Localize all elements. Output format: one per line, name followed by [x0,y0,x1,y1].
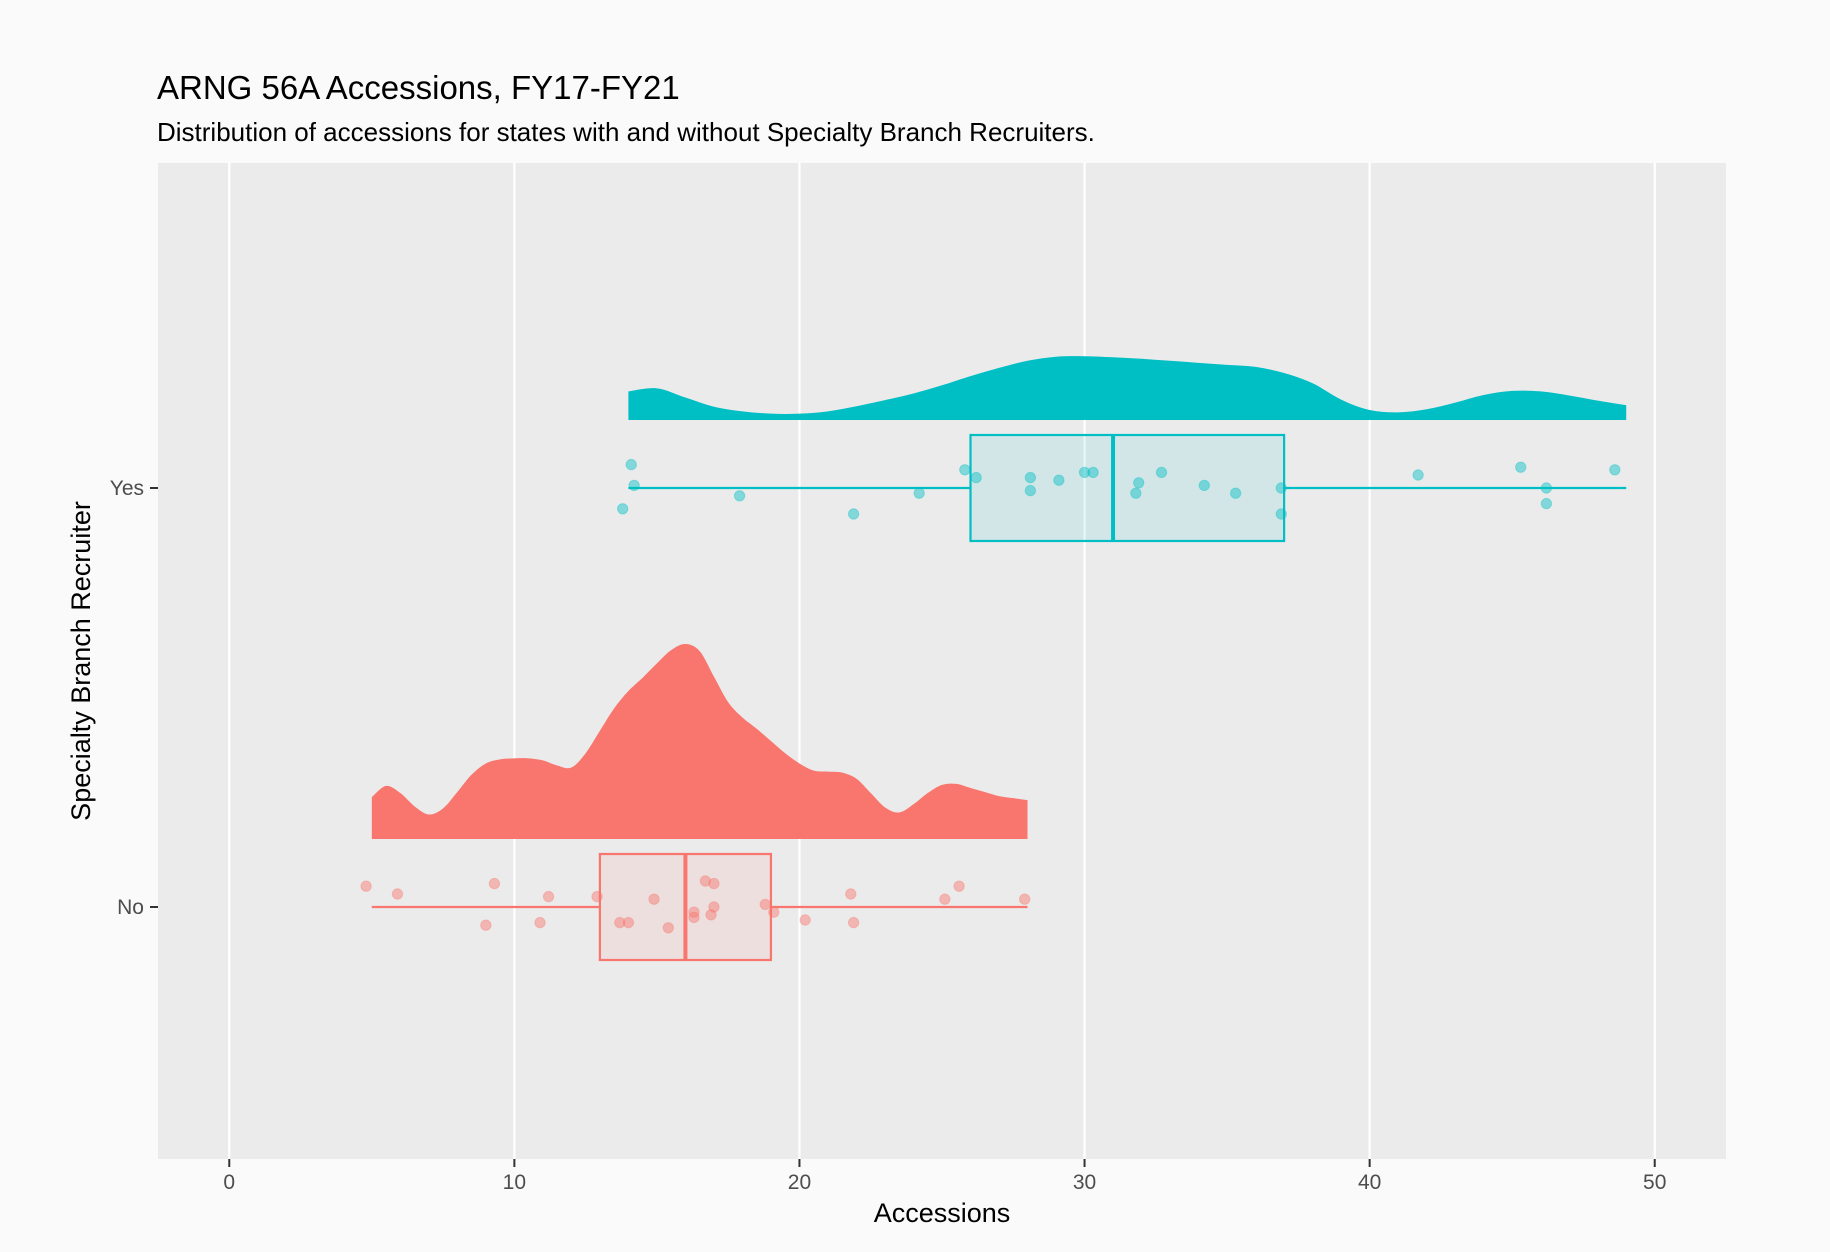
y-axis: Yes No [110,477,158,919]
x-tick-label-0: 0 [223,1171,235,1194]
data-point [1275,482,1287,494]
data-point [1609,464,1621,476]
data-point [953,880,965,892]
x-axis: 0 10 20 30 40 50 [223,1159,1666,1194]
density-cloud-yes [628,356,1627,420]
data-point [1130,487,1142,499]
plot-panel [158,163,1726,1159]
data-point [688,906,700,918]
data-point [648,893,660,905]
data-point [759,898,771,911]
data-point [1018,893,1031,905]
data-point [799,914,811,926]
data-point [705,909,717,921]
data-point [1078,466,1091,479]
data-point [970,471,982,484]
gridlines [228,163,1656,1159]
data-point [708,877,720,890]
data-point [1515,461,1527,473]
points-no [360,875,1031,934]
x-tick-label-40: 40 [1358,1171,1381,1194]
data-point [913,487,925,499]
data-point [847,916,860,929]
data-point [1540,497,1553,510]
data-point [480,919,492,931]
data-point [733,490,746,502]
data-point [699,875,712,887]
density-cloud-no [371,643,1028,839]
data-point [488,877,501,890]
data-point [1198,479,1210,492]
data-point [1087,466,1099,479]
data-point [1024,471,1037,484]
data-point [1412,469,1424,481]
data-point [959,464,971,476]
x-tick-label-50: 50 [1643,1171,1666,1194]
data-point [1024,484,1037,497]
data-point [1133,477,1145,489]
jitter-points [360,458,1621,934]
x-axis-title: Accessions [874,1198,1011,1228]
x-tick-label-20: 20 [788,1171,811,1194]
points-yes [616,458,1621,520]
data-point [391,888,404,900]
data-point [591,890,603,903]
density-clouds [371,356,1627,839]
data-point [662,922,675,934]
data-point [1053,474,1065,486]
data-point [1155,466,1168,479]
y-tick-label-yes: Yes [110,477,144,500]
data-point [1229,487,1242,499]
x-tick-label-30: 30 [1073,1171,1096,1194]
x-tick-label-10: 10 [503,1171,526,1194]
chart-subtitle: Distribution of accessions for states wi… [157,117,1095,147]
data-point [614,916,626,929]
data-point [628,479,640,492]
y-tick-label-no: No [117,896,144,919]
data-point [622,916,635,929]
data-point [542,890,555,903]
data-point [768,906,780,918]
y-axis-title: Specialty Branch Recruiter [66,501,96,821]
data-point [616,503,629,515]
data-point [847,508,860,520]
data-point [939,893,951,905]
box-iqr [969,433,1286,543]
data-point [1275,508,1287,520]
boxplots [371,433,1627,962]
data-point [534,916,546,929]
data-point [708,901,720,913]
data-point [625,458,637,471]
boxplot-yes [628,433,1627,543]
data-point [688,911,700,924]
data-point [845,888,857,900]
data-point [360,880,372,892]
boxplot-no [371,852,1028,962]
chart-title: ARNG 56A Accessions, FY17-FY21 [157,69,680,106]
data-point [1540,482,1553,494]
